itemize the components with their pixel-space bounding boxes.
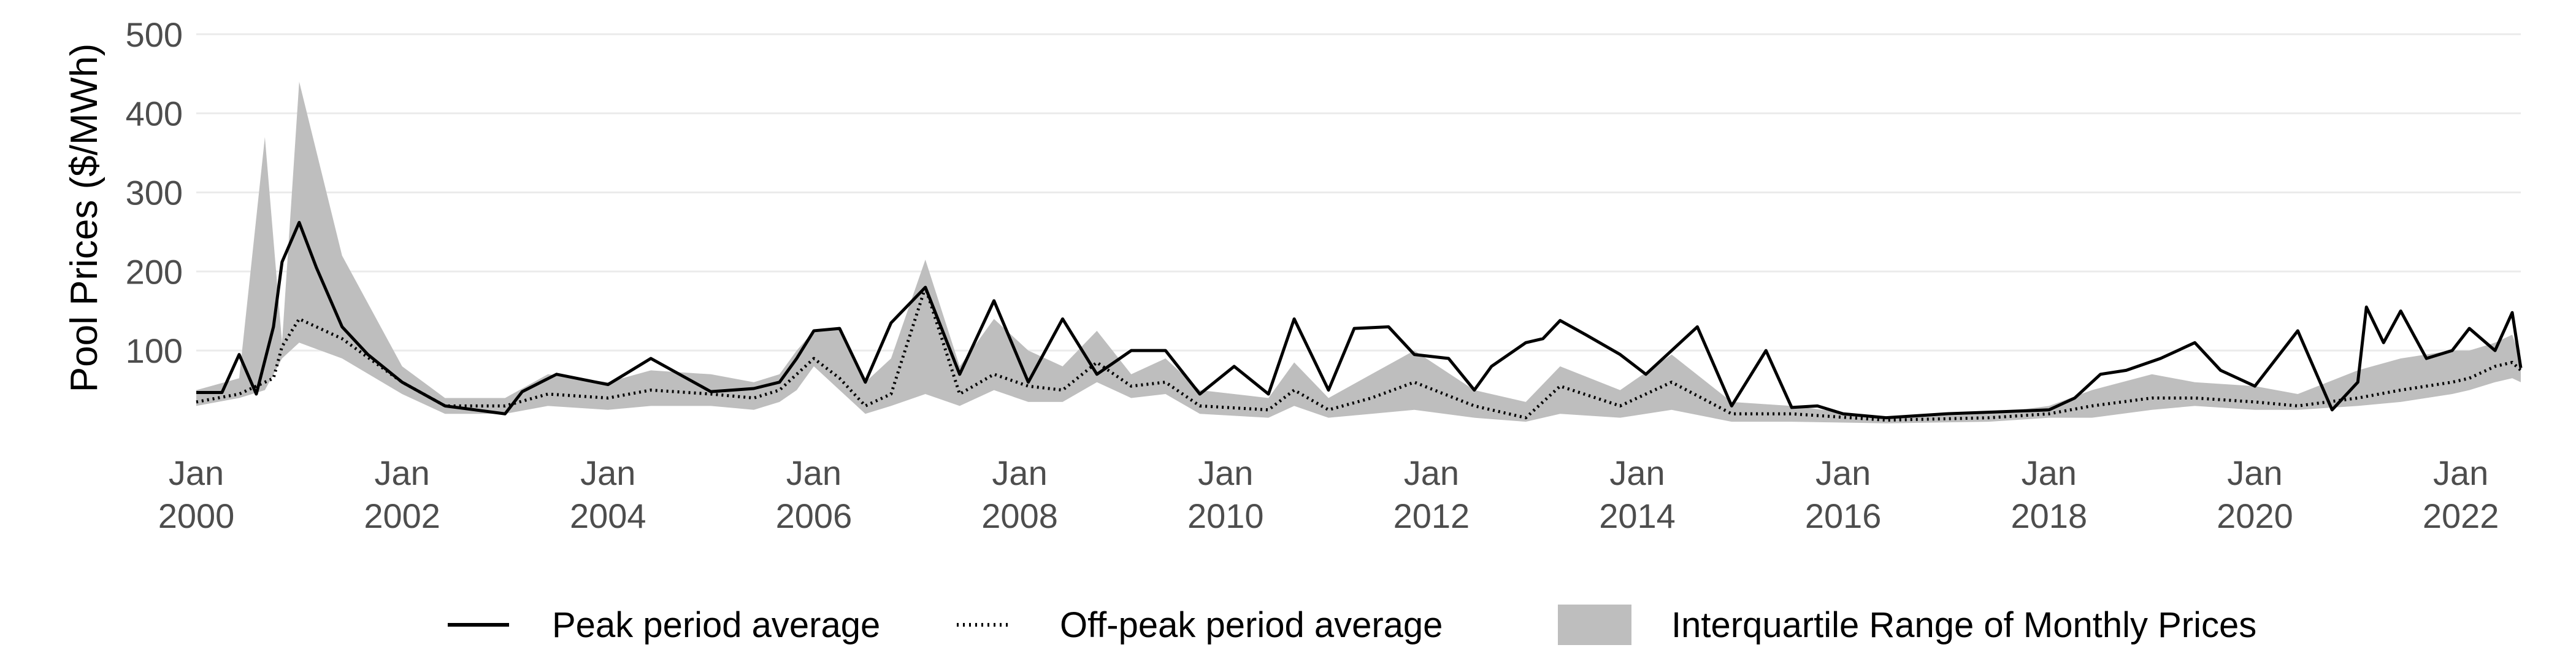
- gridlines: [196, 33, 2521, 352]
- offpeak-average-line: [196, 285, 2522, 422]
- x-tick-label-year: 2018: [2011, 497, 2088, 535]
- x-tick-label-month: Jan: [2227, 454, 2282, 492]
- iqr-band: [196, 82, 2521, 423]
- x-tick-label-month: Jan: [1609, 454, 1665, 492]
- peak-average-line: [196, 220, 2523, 420]
- legend-iqr-label: Interquartile Range of Monthly Prices: [1671, 605, 2256, 645]
- legend-peak-label: Peak period average: [552, 605, 880, 645]
- x-tick-label-month: Jan: [2022, 454, 2077, 492]
- x-tick-label-year: 2004: [570, 497, 646, 535]
- x-tick-label-month: Jan: [169, 454, 224, 492]
- legend-iqr-swatch: [1558, 605, 1631, 645]
- x-tick-label-month: Jan: [786, 454, 841, 492]
- x-tick-label-year: 2012: [1393, 497, 1470, 535]
- x-tick-label-year: 2020: [2217, 497, 2293, 535]
- x-tick-label-month: Jan: [1198, 454, 1253, 492]
- x-tick-label-year: 2006: [776, 497, 853, 535]
- y-axis-tick-labels: 100 200 300 400 500: [126, 15, 183, 370]
- legend: Peak period average Off-peak period aver…: [448, 605, 2256, 645]
- legend-offpeak-label: Off-peak period average: [1060, 605, 1443, 645]
- x-axis-tick-labels: Jan 2000 Jan 2002 Jan 2004 Jan 2006 Jan 2008 Jan 20…: [158, 454, 2499, 535]
- y-tick-label: 200: [126, 252, 183, 291]
- y-tick-label: 400: [126, 95, 183, 133]
- x-tick-label-year: 2010: [1187, 497, 1264, 535]
- x-tick-label-month: Jan: [374, 454, 429, 492]
- x-tick-label-year: 2022: [2423, 497, 2499, 535]
- iqr-band-layer: [196, 82, 2521, 423]
- x-tick-label-month: Jan: [1404, 454, 1459, 492]
- y-tick-label: 100: [126, 331, 183, 370]
- series-lines-layer: [196, 220, 2523, 422]
- x-tick-label-year: 2014: [1599, 497, 1676, 535]
- x-tick-label-year: 2000: [158, 497, 235, 535]
- x-tick-label-year: 2002: [364, 497, 440, 535]
- x-tick-label-year: 2008: [981, 497, 1058, 535]
- y-axis-title: Pool Prices ($/MWh): [63, 44, 105, 392]
- x-tick-label-month: Jan: [1815, 454, 1871, 492]
- y-tick-label: 300: [126, 173, 183, 212]
- x-tick-label-month: Jan: [2433, 454, 2488, 492]
- x-tick-label-month: Jan: [580, 454, 635, 492]
- y-tick-label: 500: [126, 15, 183, 54]
- x-tick-label-month: Jan: [992, 454, 1047, 492]
- x-tick-label-year: 2016: [1805, 497, 1882, 535]
